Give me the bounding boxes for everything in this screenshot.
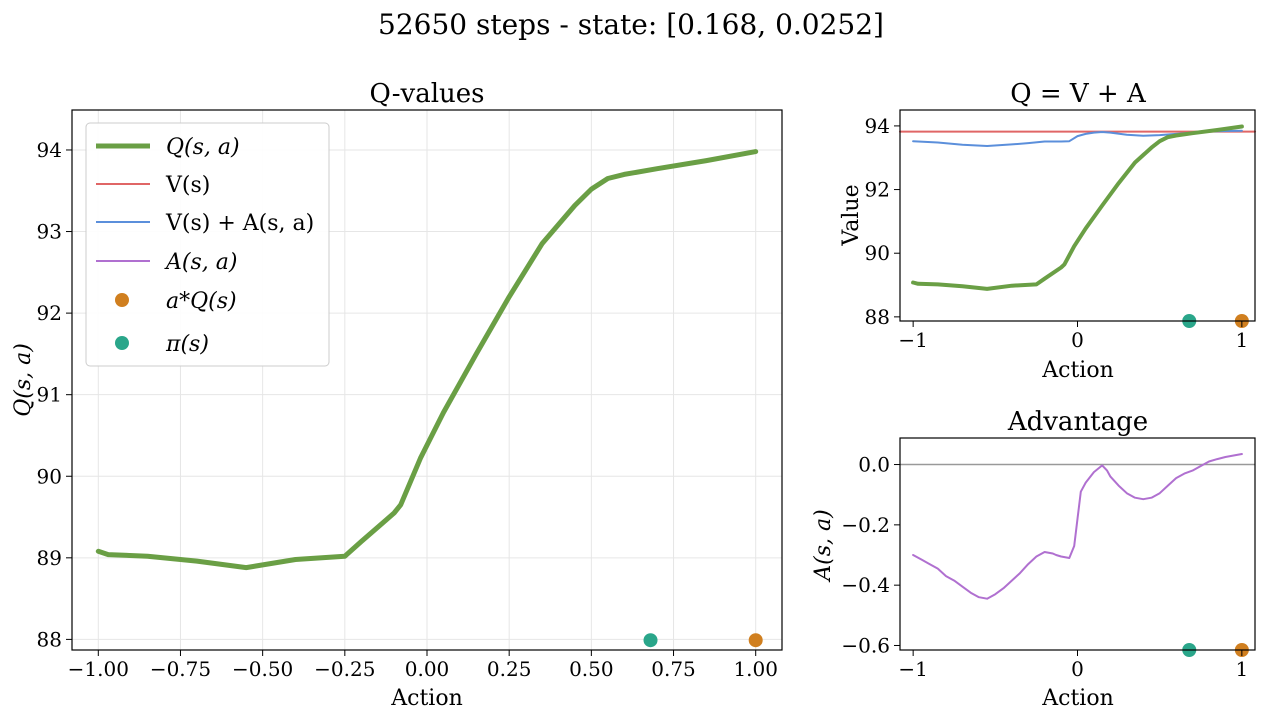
q-values-ylabel: Q(s, a) (11, 343, 36, 417)
q-values-ytick-label: 94 (37, 138, 62, 162)
q-values-marker-a-star (748, 633, 763, 648)
legend-label-v: V(s) (165, 173, 210, 198)
legend-entry-pi: π(s) (115, 332, 209, 357)
q-decomposition-series-q (911, 124, 1244, 291)
advantage-xlabel: Action (1041, 686, 1114, 711)
q-decomposition-ytick-label: 90 (865, 241, 890, 265)
advantage-ytick-label: −0.6 (841, 633, 890, 657)
q-values-panel: Q-values Action Q(s, a) −1.00 −0.75 −0.50−… (11, 79, 783, 711)
q-decomposition-ytick-label: 94 (865, 114, 890, 138)
q-values-xtick-label: 0.00 (405, 657, 450, 681)
advantage-series-adv (912, 453, 1243, 600)
q-values-xlabel: Action (390, 686, 463, 711)
q-values-xtick-label: −0.25 (314, 657, 375, 681)
q-values-xtick-label: 0.50 (569, 657, 614, 681)
legend-entry-a-star: a*Q(s) (115, 289, 237, 314)
q-values-xtick-label: −0.75 (150, 657, 211, 681)
q-values-xtick-label: −1.00 (68, 657, 129, 681)
q-values-xtick-label: 1.00 (733, 657, 778, 681)
q-decomposition-xtick-label: −1 (898, 328, 927, 352)
advantage-xtick-label: 0 (1071, 657, 1084, 681)
q-decomposition-xtick-label: 1 (1235, 328, 1248, 352)
q-values-series-q (95, 149, 759, 571)
q-values-marker-pi (643, 633, 658, 648)
advantage-ylabel: A(s, a) (811, 509, 836, 582)
advantage-ytick-label: −0.4 (841, 573, 890, 597)
q-decomposition-ylabel: Value (839, 184, 864, 246)
advantage-panel: Advantage Action A(s, a) −1 0 1 0.0 −0.2 −0.4… (811, 407, 1256, 711)
legend-entry-v-plus-a: V(s) + A(s, a) (96, 211, 314, 236)
q-decomposition-xlabel: Action (1041, 358, 1114, 383)
advantage-ytick-label: 0.0 (858, 453, 890, 477)
q-values-ytick-label: 88 (37, 627, 62, 651)
q-decomposition-xtick-label: 0 (1071, 328, 1084, 352)
legend-label-v-plus-a: V(s) + A(s, a) (165, 211, 314, 236)
legend-entry-adv: A(s, a) (96, 250, 237, 275)
q-values-xtick-label: 0.25 (487, 657, 532, 681)
q-values-xtick-label: 0.75 (651, 657, 696, 681)
q-values-ytick-label: 91 (37, 383, 62, 407)
q-decomposition-ytick-label: 88 (865, 305, 890, 329)
q-decomposition-ytick-label: 92 (865, 178, 890, 202)
figure-suptitle: 52650 steps - state: [0.168, 0.0252] (378, 8, 884, 41)
advantage-title: Advantage (1007, 407, 1148, 437)
legend-entry-v: V(s) (96, 173, 210, 198)
advantage-xtick-label: 1 (1235, 657, 1248, 681)
q-values-xtick-label: −0.50 (232, 657, 293, 681)
q-values-ytick-label: 92 (37, 301, 62, 325)
q-values-legend: Q(s, a) V(s) V(s) + A(s, a) A(s, a) a*Q(… (85, 122, 330, 367)
legend-label-a-star: a*Q(s) (166, 289, 237, 314)
q-decomposition-panel: Q = V + A Action Value −1 0 1 88 90 92 94 (839, 79, 1256, 383)
q-values-ytick-label: 93 (37, 220, 62, 244)
q-values-ytick-label: 89 (37, 546, 62, 570)
legend-entry-q: Q(s, a) (96, 135, 240, 160)
legend-label-adv: A(s, a) (164, 250, 237, 275)
legend-label-q: Q(s, a) (166, 135, 240, 160)
q-decomposition-title: Q = V + A (1010, 79, 1147, 109)
advantage-ytick-label: −0.2 (841, 513, 890, 537)
q-values-ytick-label: 90 (37, 464, 62, 488)
legend-label-pi: π(s) (165, 332, 209, 357)
q-values-title: Q-values (369, 79, 484, 109)
advantage-xtick-label: −1 (898, 657, 927, 681)
